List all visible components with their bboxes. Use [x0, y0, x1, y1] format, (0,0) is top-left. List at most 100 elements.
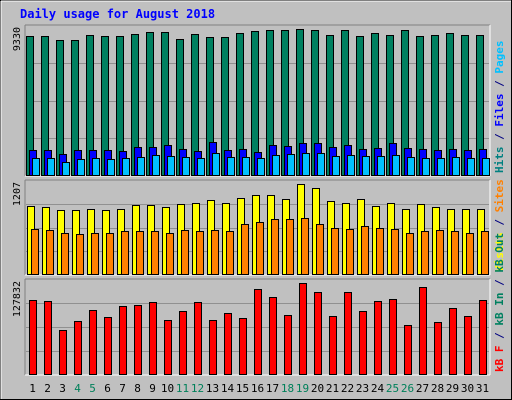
hits-bar-pages-day-24 — [377, 156, 385, 176]
hits-bar-pages-day-5 — [92, 158, 100, 176]
hits-bar-pages-day-27 — [422, 158, 430, 176]
hits-bar-pages-day-9 — [152, 155, 160, 176]
hits-bar-pages-day-3 — [62, 162, 70, 176]
hits-bar-pages-day-4 — [77, 159, 85, 176]
kbytes-bar-kb-f-day-1 — [29, 300, 37, 375]
visits-bar-sites-day-3 — [61, 233, 69, 275]
visits-bar-sites-day-1 — [31, 229, 39, 275]
visits-panel: 1207 Visits / Sites — [12, 179, 506, 276]
kbytes-bar-kb-f-day-12 — [194, 302, 202, 375]
hits-bar-pages-day-16 — [257, 158, 265, 176]
hits-bar-pages-day-2 — [47, 158, 55, 176]
x-tick-label-day-27: 27 — [416, 382, 429, 395]
hits-bar-pages-day-28 — [437, 158, 445, 176]
visits-bar-sites-day-16 — [256, 222, 264, 275]
visits-legend-part-1: / — [493, 212, 506, 232]
kbytes-bar-kb-f-day-16 — [254, 289, 262, 375]
visits-bar-sites-day-8 — [136, 231, 144, 275]
x-tick-label-day-28: 28 — [431, 382, 444, 395]
kbytes-bar-kb-f-day-24 — [374, 301, 382, 375]
x-tick-label-day-17: 17 — [266, 382, 279, 395]
x-tick-label-day-18: 18 — [281, 382, 294, 395]
hits-bar-pages-day-1 — [32, 158, 40, 176]
visits-bar-sites-day-5 — [91, 233, 99, 275]
x-tick-label-day-30: 30 — [461, 382, 474, 395]
visits-bar-sites-day-30 — [466, 233, 474, 275]
hits-bar-pages-day-8 — [137, 157, 145, 176]
x-tick-label-day-15: 15 — [236, 382, 249, 395]
kbytes-bar-kb-f-day-9 — [149, 302, 157, 375]
kbytes-bar-kb-f-day-4 — [74, 321, 82, 375]
kbytes-bar-kb-f-day-2 — [44, 301, 52, 375]
kbytes-bar-kb-f-day-10 — [164, 320, 172, 375]
kbytes-bar-kb-f-day-23 — [359, 311, 367, 375]
kbytes-legend-part-4: kB Out — [493, 233, 506, 273]
x-tick-label-day-10: 10 — [161, 382, 174, 395]
hits-bar-pages-day-25 — [392, 155, 400, 176]
visits-legend-part-0: Visits — [493, 232, 506, 272]
visits-bar-sites-day-23 — [361, 226, 369, 275]
kbytes-legend-part-0: kB F — [493, 346, 506, 373]
x-tick-label-day-2: 2 — [44, 382, 51, 395]
x-tick-label-day-6: 6 — [104, 382, 111, 395]
x-tick-label-day-31: 31 — [476, 382, 489, 395]
x-tick-label-day-29: 29 — [446, 382, 459, 395]
visits-bar-sites-day-13 — [211, 230, 219, 275]
x-tick-label-day-9: 9 — [149, 382, 156, 395]
hits-bar-pages-day-19 — [302, 153, 310, 176]
kbytes-bar-kb-f-day-29 — [449, 308, 457, 375]
visits-bar-sites-day-15 — [241, 224, 249, 275]
x-tick-label-day-25: 25 — [386, 382, 399, 395]
x-tick-label-day-1: 1 — [29, 382, 36, 395]
kbytes-bar-kb-f-day-14 — [224, 313, 232, 375]
x-tick-label-day-19: 19 — [296, 382, 309, 395]
hits-legend-part-0: Hits — [493, 147, 506, 174]
x-tick-label-day-14: 14 — [221, 382, 235, 395]
kbytes-bar-kb-f-day-20 — [314, 292, 322, 375]
hits-legend: Hits / Files / Pages — [493, 41, 506, 174]
hits-legend-part-1: / — [493, 127, 506, 147]
x-tick-label-day-3: 3 — [59, 382, 66, 395]
visits-bar-sites-day-11 — [181, 230, 189, 275]
hits-bar-pages-day-18 — [287, 154, 295, 176]
hits-bar-pages-day-15 — [242, 157, 250, 176]
x-tick-label-day-24: 24 — [371, 382, 385, 395]
visits-bar-sites-day-22 — [346, 229, 354, 275]
hits-bar-pages-day-31 — [482, 158, 490, 176]
visits-bar-sites-day-31 — [481, 231, 489, 275]
hits-bar-pages-day-7 — [122, 158, 130, 176]
kbytes-bar-kb-f-day-5 — [89, 310, 97, 375]
hits-bar-pages-day-17 — [272, 155, 280, 176]
kbytes-bar-kb-f-day-13 — [209, 320, 217, 375]
kbytes-bar-kb-f-day-28 — [434, 322, 442, 375]
hits-bar-pages-day-13 — [212, 153, 220, 176]
kbytes-bar-kb-f-day-8 — [134, 305, 142, 375]
x-tick-label-day-21: 21 — [326, 382, 339, 395]
kbytes-legend-part-1: / — [493, 326, 506, 346]
visits-bar-sites-day-20 — [316, 224, 324, 275]
hits-bar-pages-day-11 — [182, 157, 190, 176]
hits-bar-pages-day-10 — [167, 156, 175, 176]
visits-bar-sites-day-6 — [106, 233, 114, 275]
x-tick-label-day-12: 12 — [191, 382, 204, 395]
kbytes-bar-kb-f-day-3 — [59, 330, 67, 375]
visits-bar-sites-day-21 — [331, 228, 339, 275]
kbytes-bar-kb-f-day-22 — [344, 292, 352, 375]
visits-bar-sites-day-28 — [436, 230, 444, 275]
kbytes-bar-kb-f-day-15 — [239, 318, 247, 375]
x-tick-label-day-8: 8 — [134, 382, 141, 395]
x-tick-label-day-7: 7 — [119, 382, 126, 395]
hits-bar-pages-day-12 — [197, 158, 205, 176]
kbytes-bar-kb-f-day-6 — [104, 317, 112, 375]
visits-bar-sites-day-19 — [301, 218, 309, 275]
x-tick-label-day-23: 23 — [356, 382, 369, 395]
visits-legend-part-2: Sites — [493, 179, 506, 212]
kbytes-bar-kb-f-day-31 — [479, 300, 487, 375]
x-tick-label-day-16: 16 — [251, 382, 264, 395]
kbytes-bar-kb-f-day-21 — [329, 316, 337, 375]
visits-bar-sites-day-24 — [376, 228, 384, 275]
x-tick-label-day-22: 22 — [341, 382, 354, 395]
kbytes-max-label: 127832 — [12, 281, 23, 317]
visits-bar-sites-day-14 — [226, 231, 234, 275]
